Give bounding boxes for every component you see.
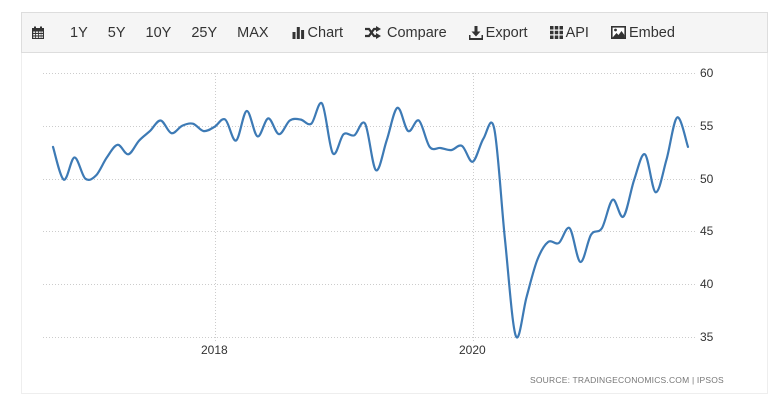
y-tick-label: 60	[700, 66, 714, 80]
shuffle-icon	[365, 26, 382, 39]
y-tick-label: 45	[700, 224, 714, 238]
api-button-label: API	[565, 24, 589, 41]
chart-button-label: Chart	[307, 24, 344, 41]
calendar-button[interactable]	[31, 26, 48, 40]
chart-button[interactable]: Chart	[292, 25, 343, 41]
embed-button[interactable]: Embed	[610, 24, 675, 41]
y-tick-label: 50	[700, 172, 714, 186]
range-1y-button[interactable]: 1Y	[70, 24, 88, 41]
range-5y-button[interactable]: 5Y	[107, 24, 126, 41]
compare-button-label: Compare	[387, 24, 447, 41]
grid-icon	[549, 26, 563, 39]
range-10y-button[interactable]: 10Y	[145, 24, 172, 41]
embed-button-label: Embed	[628, 24, 675, 41]
export-button-label: Export	[485, 24, 528, 41]
api-button[interactable]: API	[549, 24, 589, 41]
compare-button[interactable]: Compare	[365, 25, 447, 41]
range-max-button[interactable]: MAX	[237, 24, 269, 41]
y-tick-label: 35	[700, 330, 714, 344]
x-tick-label: 2018	[201, 343, 228, 357]
image-icon	[610, 26, 626, 39]
bar-chart-icon	[292, 26, 305, 39]
chart-grid	[43, 73, 697, 341]
y-tick-label: 55	[700, 119, 714, 133]
chart-toolbar: 1Y 5Y 10Y 25Y MAX Chart Compare Expo	[21, 12, 768, 53]
export-button[interactable]: Export	[468, 24, 528, 41]
x-tick-label: 2020	[459, 343, 486, 357]
calendar-icon	[31, 26, 45, 40]
download-icon	[468, 25, 483, 40]
source-attribution: SOURCE: TRADINGECONOMICS.COM | IPSOS	[530, 375, 724, 385]
y-tick-label: 40	[700, 277, 714, 291]
range-25y-button[interactable]: 25Y	[191, 24, 218, 41]
series-line	[51, 101, 690, 339]
